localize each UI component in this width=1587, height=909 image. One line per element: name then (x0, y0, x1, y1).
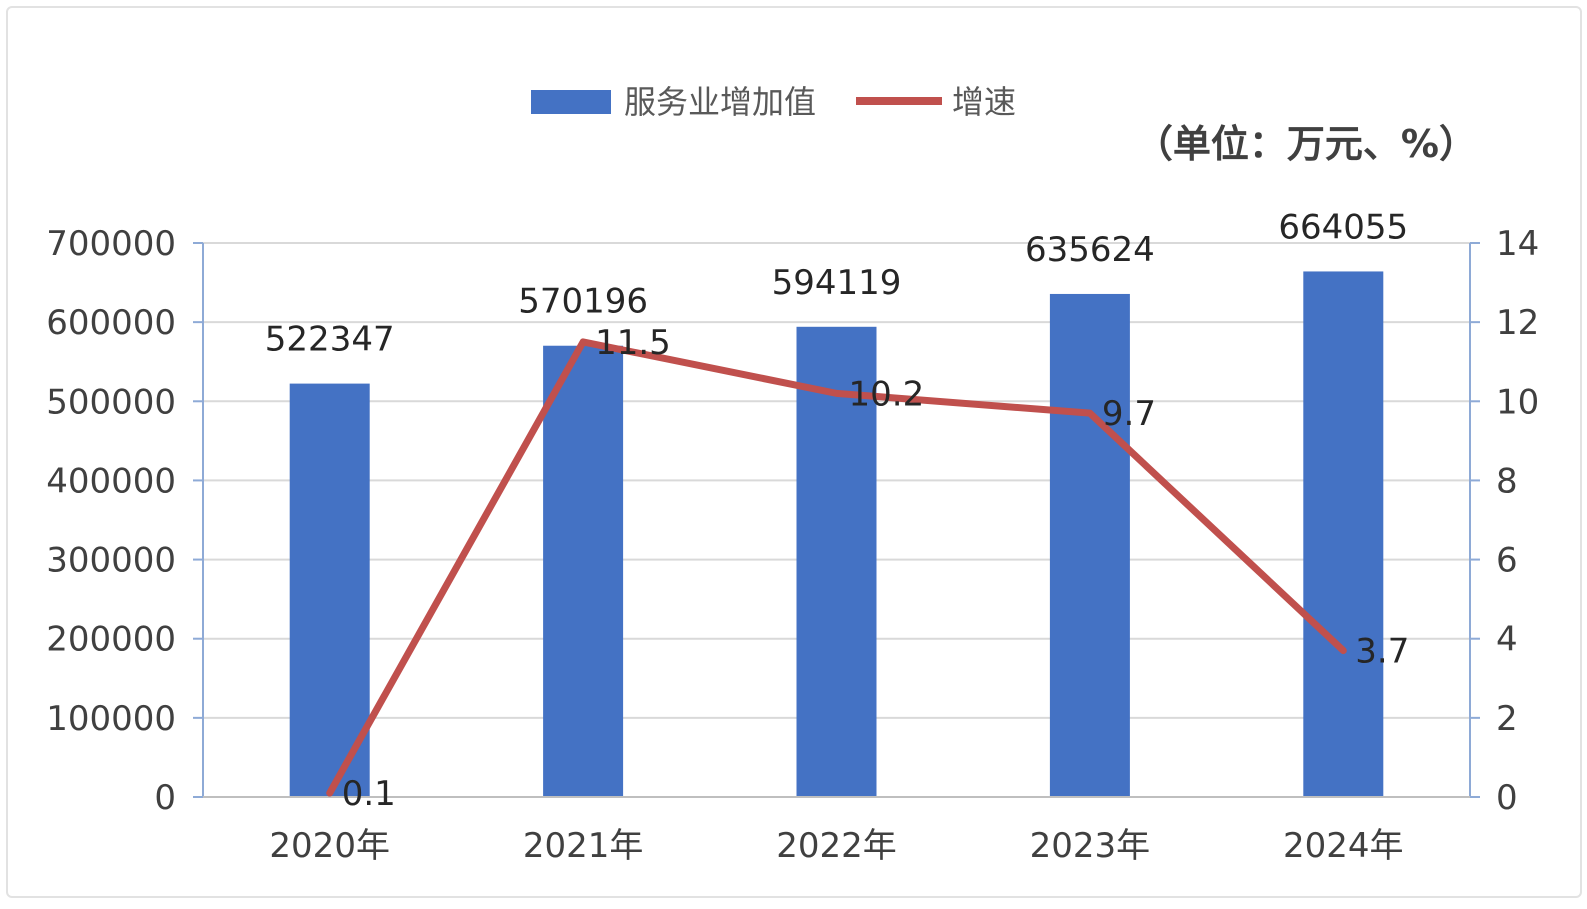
right-axis-tick-label: 0 (1496, 778, 1518, 818)
left-axis-tick-label: 0 (154, 778, 176, 818)
bar-value-label: 664055 (1278, 207, 1408, 247)
data-labels: 522347 570196 594119 635624 664055 0.1 11.5 10.… (265, 207, 1410, 814)
line-value-label: 10.2 (849, 374, 925, 414)
bar (1049, 293, 1130, 797)
right-axis-tick-label: 14 (1496, 224, 1539, 264)
unit-label: （单位：万元、%） (1135, 122, 1477, 166)
legend-label-bar: 服务业增加值 (624, 83, 816, 121)
line-point (1086, 410, 1093, 417)
bar (543, 345, 624, 797)
bar (289, 383, 370, 797)
line-point (326, 790, 333, 797)
bar-value-label: 522347 (265, 320, 395, 360)
right-axis-tick-label: 6 (1496, 541, 1518, 581)
axes: 0 100000 200000 300000 400000 500000 600000 700… (46, 224, 1539, 866)
bar-series (289, 271, 1384, 798)
left-axis-tick-label: 700000 (46, 224, 176, 264)
x-axis-tick-label: 2021年 (523, 826, 644, 866)
right-axis-tick-label: 8 (1496, 461, 1518, 501)
legend: 服务业增加值 增速 (531, 83, 1016, 121)
line-value-label: 9.7 (1102, 394, 1156, 434)
x-axis-tick-label: 2022年 (776, 826, 897, 866)
right-axis-tick-label: 10 (1496, 382, 1539, 422)
bar-value-label: 570196 (518, 282, 648, 322)
bar (796, 326, 877, 797)
line-value-label: 0.1 (342, 774, 396, 814)
left-axis-tick-label: 600000 (46, 303, 176, 343)
line-value-label: 3.7 (1355, 632, 1409, 672)
left-axis-tick-label: 100000 (46, 699, 176, 739)
x-axis-tick-label: 2023年 (1030, 826, 1151, 866)
x-axis-tick-label: 2020年 (269, 826, 390, 866)
line-point (833, 390, 840, 397)
left-axis-tick-label: 400000 (46, 461, 176, 501)
line-series (326, 338, 1347, 797)
line-point (580, 338, 587, 345)
left-axis-tick-label: 300000 (46, 541, 176, 581)
line-point (1340, 647, 1347, 654)
bar-value-label: 635624 (1025, 230, 1155, 270)
left-axis-tick-label: 500000 (46, 382, 176, 422)
right-axis-tick-label: 4 (1496, 620, 1518, 660)
left-axis-tick-label: 200000 (46, 620, 176, 660)
legend-label-line: 增速 (952, 83, 1016, 121)
bar (1303, 271, 1384, 798)
right-axis-tick-label: 12 (1496, 303, 1539, 343)
bar-value-label: 594119 (772, 263, 902, 303)
legend-swatch-bar (531, 90, 611, 114)
x-axis-tick-label: 2024年 (1283, 826, 1404, 866)
right-axis-tick-label: 2 (1496, 699, 1518, 739)
line-value-label: 11.5 (595, 323, 671, 363)
